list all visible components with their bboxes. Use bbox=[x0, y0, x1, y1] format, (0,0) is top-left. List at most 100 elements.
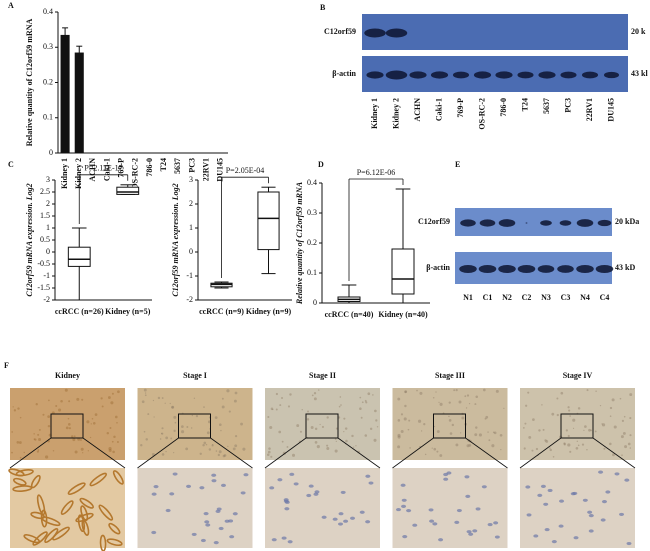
texture bbox=[577, 407, 581, 410]
nucleus bbox=[165, 508, 171, 513]
x-tick-label: ACHN bbox=[88, 158, 97, 182]
texture bbox=[424, 453, 427, 456]
texture bbox=[161, 432, 164, 435]
texture bbox=[556, 413, 559, 417]
nucleus bbox=[601, 500, 607, 504]
texture bbox=[11, 431, 14, 433]
band bbox=[540, 220, 552, 226]
tubule bbox=[106, 538, 123, 547]
texture bbox=[482, 388, 486, 392]
nucleus bbox=[402, 535, 408, 539]
texture bbox=[94, 413, 98, 416]
texture bbox=[114, 415, 118, 419]
texture bbox=[575, 446, 579, 450]
size-label: 20 k bbox=[631, 27, 646, 36]
texture bbox=[227, 445, 229, 448]
texture bbox=[423, 423, 426, 426]
zoom-line bbox=[82, 437, 126, 469]
texture bbox=[91, 417, 94, 420]
texture bbox=[86, 420, 90, 424]
texture bbox=[206, 431, 210, 435]
x-tick-label: PC3 bbox=[187, 158, 196, 173]
band bbox=[576, 219, 594, 227]
texture bbox=[629, 416, 632, 420]
texture bbox=[448, 419, 452, 422]
texture bbox=[567, 406, 570, 409]
nucleus bbox=[365, 474, 371, 478]
texture bbox=[159, 438, 162, 440]
texture bbox=[145, 438, 149, 441]
texture bbox=[439, 402, 443, 406]
texture bbox=[112, 450, 115, 454]
texture bbox=[13, 409, 17, 412]
y-tick-label: 2 bbox=[46, 199, 50, 208]
y-tick-label: 2.5 bbox=[40, 187, 50, 196]
nucleus bbox=[340, 490, 346, 495]
nucleus bbox=[293, 482, 299, 486]
texture bbox=[611, 453, 615, 457]
texture bbox=[532, 418, 535, 421]
nucleus bbox=[277, 478, 283, 482]
band bbox=[452, 71, 470, 79]
nucleus bbox=[228, 519, 234, 523]
texture bbox=[270, 455, 273, 458]
texture bbox=[419, 391, 423, 395]
texture bbox=[449, 432, 453, 435]
texture bbox=[286, 446, 289, 448]
texture bbox=[361, 401, 364, 404]
texture bbox=[313, 392, 317, 395]
texture bbox=[74, 450, 78, 454]
texture bbox=[226, 389, 230, 393]
texture bbox=[432, 396, 435, 399]
texture bbox=[351, 434, 354, 438]
texture bbox=[541, 404, 543, 406]
texture bbox=[287, 405, 291, 408]
zoom-box bbox=[433, 413, 466, 439]
texture bbox=[307, 410, 310, 413]
tubule bbox=[77, 514, 86, 533]
texture bbox=[80, 447, 84, 451]
nucleus bbox=[203, 512, 209, 516]
texture bbox=[299, 430, 302, 433]
zoom-image bbox=[520, 468, 635, 548]
x-tick-label: Kidney (n=5) bbox=[105, 307, 151, 316]
band bbox=[581, 71, 599, 79]
zoom-image bbox=[137, 468, 253, 548]
texture bbox=[47, 399, 50, 402]
texture bbox=[33, 433, 35, 435]
nucleus bbox=[540, 484, 546, 488]
nucleus bbox=[199, 486, 205, 490]
zoom-image bbox=[10, 468, 125, 548]
band bbox=[559, 220, 572, 226]
texture bbox=[181, 425, 184, 428]
texture bbox=[524, 422, 527, 425]
nucleus bbox=[359, 510, 365, 514]
texture bbox=[611, 398, 615, 402]
texture bbox=[144, 392, 147, 394]
texture bbox=[375, 419, 378, 422]
nucleus bbox=[287, 540, 293, 544]
tubule bbox=[60, 500, 74, 515]
texture bbox=[527, 391, 530, 394]
texture bbox=[314, 427, 318, 431]
texture bbox=[466, 444, 470, 448]
y-tick-label: 0.3 bbox=[43, 42, 53, 51]
band bbox=[473, 71, 492, 79]
texture bbox=[474, 403, 477, 406]
nucleus bbox=[464, 475, 470, 479]
nucleus bbox=[205, 523, 211, 527]
tubule bbox=[108, 522, 121, 535]
nucleus bbox=[475, 507, 481, 511]
texture bbox=[228, 410, 231, 413]
band bbox=[430, 71, 449, 79]
zoom-line bbox=[210, 437, 253, 469]
texture bbox=[525, 404, 528, 407]
band bbox=[479, 219, 496, 227]
box bbox=[391, 248, 415, 295]
zoom-box bbox=[178, 413, 211, 439]
texture bbox=[431, 447, 433, 449]
texture bbox=[117, 390, 120, 394]
texture bbox=[466, 394, 470, 397]
texture bbox=[281, 440, 284, 443]
texture bbox=[567, 443, 571, 447]
